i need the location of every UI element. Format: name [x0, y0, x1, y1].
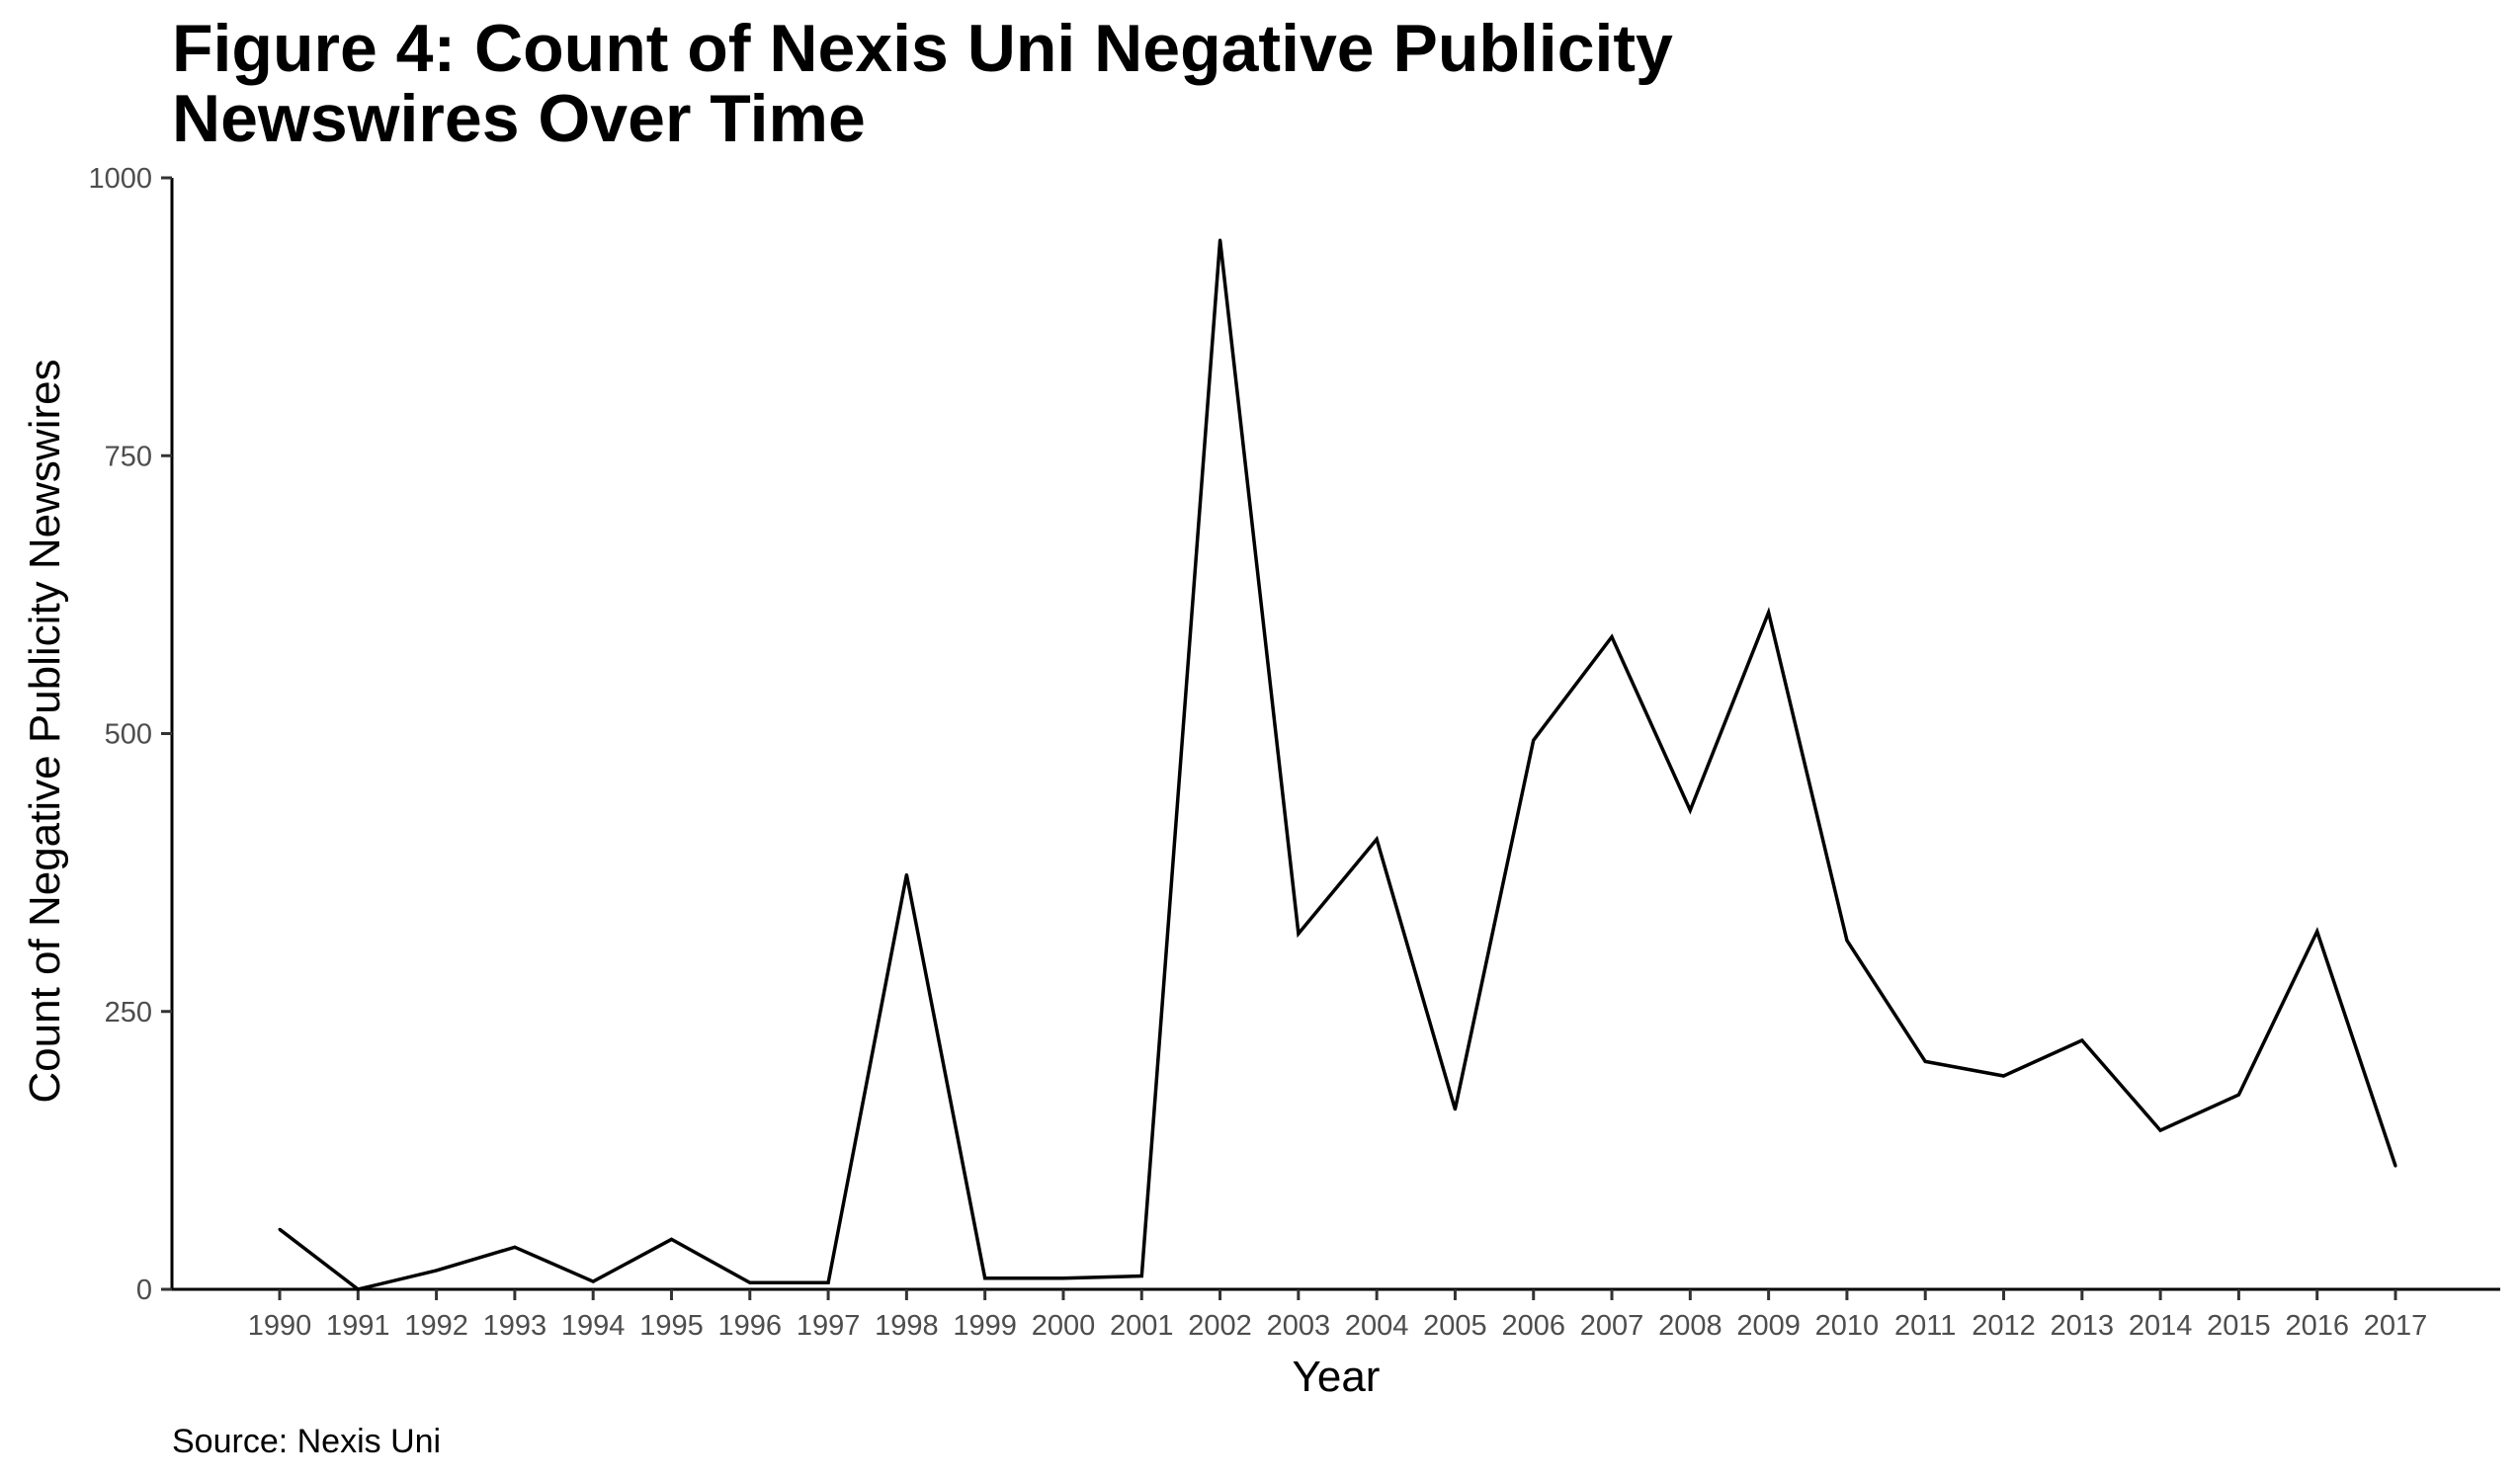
x-tick-label: 1998	[875, 1310, 939, 1342]
caption-source: Source: Nexis Uni	[172, 1423, 441, 1460]
x-tick-label: 2014	[2129, 1310, 2193, 1342]
data-point	[356, 1287, 360, 1291]
x-tick-label: 2001	[1110, 1310, 1174, 1342]
x-tick-label: 1999	[953, 1310, 1017, 1342]
x-tick-label: 1993	[483, 1310, 547, 1342]
chart-title: Figure 4: Count of Nexis Uni Negative Pu…	[172, 11, 1673, 156]
data-point	[1845, 939, 1849, 943]
chart-title-line-2: Newswires Over Time	[172, 81, 866, 156]
y-tick-label: 750	[105, 441, 152, 472]
x-tick-label: 2013	[2051, 1310, 2115, 1342]
x-tick-label: 2016	[2285, 1310, 2349, 1342]
series-line	[278, 239, 2397, 1291]
data-point	[1767, 611, 1771, 615]
x-tick-label: 1997	[797, 1310, 861, 1342]
x-tick-label: 2003	[1267, 1310, 1331, 1342]
data-point	[1139, 1275, 1143, 1277]
data-point	[2236, 1093, 2240, 1097]
x-tick-label: 2017	[2364, 1310, 2428, 1342]
y-tick-label: 250	[105, 997, 152, 1028]
data-point	[2158, 1128, 2162, 1132]
x-tick-label: 2015	[2207, 1310, 2271, 1342]
x-tick-label: 1991	[326, 1310, 390, 1342]
y-tick-label: 500	[105, 719, 152, 751]
data-point	[983, 1276, 987, 1280]
x-tick-label: 2000	[1032, 1310, 1096, 1342]
data-point	[1061, 1276, 1065, 1280]
x-tick-label: 2004	[1345, 1310, 1409, 1342]
x-tick-label: 2007	[1580, 1310, 1644, 1342]
x-tick-label: 2008	[1658, 1310, 1722, 1342]
x-tick-label: 2009	[1736, 1310, 1801, 1342]
data-point	[1375, 837, 1379, 841]
data-point	[2002, 1074, 2006, 1078]
x-tick-label: 1996	[718, 1310, 783, 1342]
data-point	[2080, 1038, 2084, 1042]
data-point	[513, 1245, 517, 1249]
x-axis-title: Year	[1293, 1353, 1381, 1401]
data-point	[669, 1237, 673, 1241]
x-tick-label: 2012	[1972, 1310, 2036, 1342]
x-tick-label: 1990	[248, 1310, 312, 1342]
data-point	[1923, 1059, 1927, 1063]
y-tick-label: 0	[136, 1275, 152, 1306]
plot-area: 0 250 500 750 1000 1990 1991 1992 1993 1994 1995 19…	[88, 163, 2500, 1342]
data-point	[1218, 238, 1222, 242]
y-tick-label: 1000	[88, 163, 152, 195]
x-tick-label: 1995	[639, 1310, 704, 1342]
data-point	[1688, 808, 1692, 812]
x-tick-label: 1992	[404, 1310, 468, 1342]
data-point	[2394, 1164, 2397, 1168]
x-tick-label: 2010	[1815, 1310, 1880, 1342]
data-point	[435, 1269, 439, 1273]
data-point	[1532, 738, 1536, 742]
x-tick-label: 2002	[1188, 1310, 1252, 1342]
data-point	[748, 1280, 752, 1284]
x-tick-label: 1994	[561, 1310, 626, 1342]
data-point	[904, 872, 908, 876]
x-tick-label: 2005	[1423, 1310, 1487, 1342]
chart-title-line-1: Figure 4: Count of Nexis Uni Negative Pu…	[172, 11, 1673, 86]
data-point	[1453, 1108, 1457, 1111]
data-point	[1297, 932, 1301, 936]
data-point	[2315, 930, 2319, 934]
x-tick-label: 2006	[1501, 1310, 1565, 1342]
data-point	[1610, 635, 1614, 639]
data-point	[826, 1280, 830, 1284]
x-tick-label: 2011	[1894, 1310, 1956, 1342]
y-axis-title: Count of Negative Publicity Newswires	[21, 359, 69, 1103]
data-point	[591, 1279, 595, 1283]
data-point	[278, 1227, 282, 1231]
